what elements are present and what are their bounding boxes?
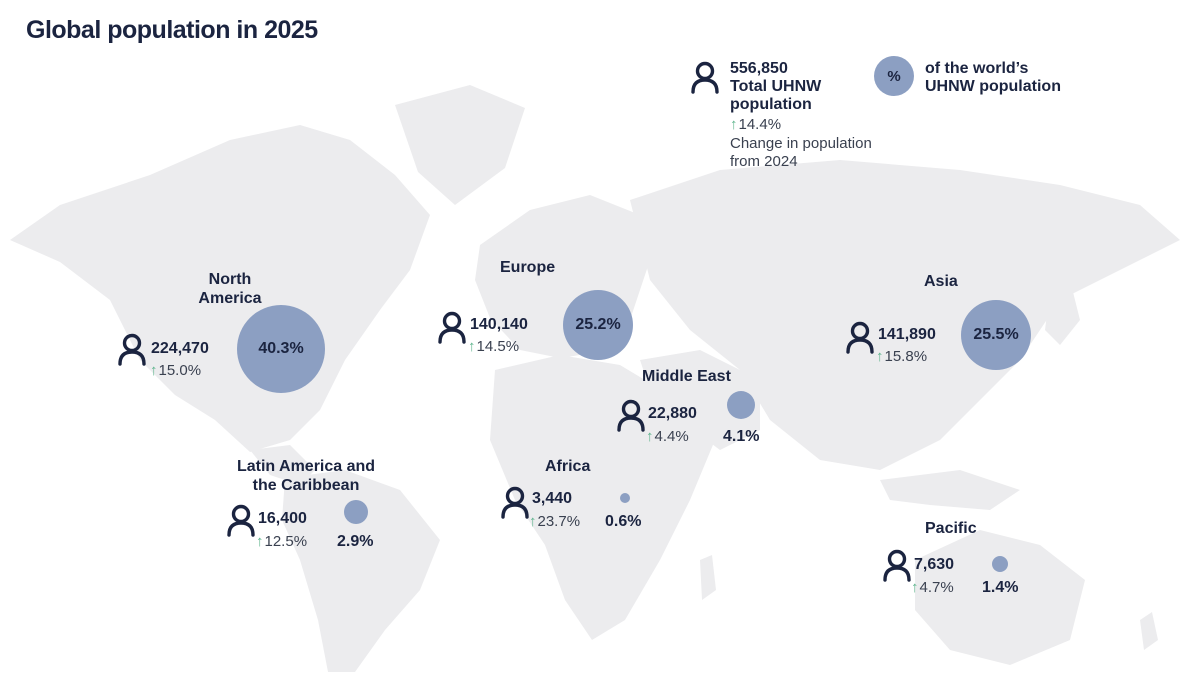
- asia-change: ↑15.8%: [876, 348, 927, 365]
- europe-count: 140,140: [470, 316, 528, 333]
- landmass-middle-east: [640, 350, 760, 450]
- arrow-up-icon: ↑: [256, 533, 264, 550]
- latin-america-count: 16,400: [258, 510, 307, 527]
- north-america-change-value: 15.0%: [158, 362, 202, 379]
- region-name-line-2: America: [198, 290, 262, 307]
- legend-total-label-2: population: [730, 96, 812, 113]
- region-name-latin-america: Latin America and the Caribbean: [230, 457, 382, 495]
- africa-change-value: 23.7%: [537, 513, 581, 530]
- landmass-madagascar: [700, 555, 716, 600]
- pacific-count: 7,630: [914, 556, 955, 573]
- arrow-up-icon: ↑: [730, 116, 738, 133]
- region-name-africa: Africa: [545, 458, 591, 475]
- arrow-up-icon: ↑: [876, 348, 884, 365]
- landmass-africa: [490, 355, 715, 640]
- person-outline-icon: [437, 310, 467, 344]
- middle-east-count: 22,880: [648, 405, 697, 422]
- page-title: Global population in 2025: [26, 16, 318, 44]
- landmass-central-america: [250, 445, 315, 485]
- region-name-north-america: North America: [190, 270, 270, 308]
- middle-east-share-bubble: [727, 391, 755, 419]
- legend-share-label-2: UHNW population: [925, 78, 1061, 95]
- legend-change-label-2: from 2024: [730, 153, 798, 170]
- person-outline-icon: [226, 503, 256, 537]
- region-name-pacific: Pacific: [925, 520, 977, 537]
- region-name-middle-east: Middle East: [642, 368, 731, 385]
- legend-change-value: 14.4%: [738, 116, 782, 133]
- person-outline-icon: [882, 548, 912, 582]
- region-name-europe: Europe: [500, 259, 556, 276]
- europe-change: ↑14.5%: [468, 338, 519, 355]
- region-name-line-1: North: [208, 271, 252, 288]
- europe-share-bubble: 25.2%: [563, 290, 633, 360]
- north-america-share-bubble: 40.3%: [237, 305, 325, 393]
- middle-east-change: ↑4.4%: [646, 428, 689, 445]
- person-outline-icon: [500, 485, 530, 519]
- arrow-up-icon: ↑: [529, 513, 537, 530]
- landmass-japan: [1045, 280, 1080, 345]
- latin-america-change-value: 12.5%: [264, 533, 308, 550]
- pacific-change: ↑4.7%: [911, 579, 954, 596]
- person-outline-icon: [616, 398, 646, 432]
- arrow-up-icon: ↑: [150, 362, 158, 379]
- legend-total-label-1: Total UHNW: [730, 78, 822, 95]
- legend-total-value: 556,850: [730, 60, 788, 77]
- landmass-north-america: [10, 125, 430, 452]
- arrow-up-icon: ↑: [468, 338, 476, 355]
- pacific-share: 1.4%: [982, 579, 1019, 596]
- asia-change-value: 15.8%: [884, 348, 928, 365]
- landmass-australia: [915, 530, 1085, 665]
- latin-america-share: 2.9%: [337, 533, 374, 550]
- person-outline-icon: [690, 60, 720, 94]
- middle-east-change-value: 4.4%: [654, 428, 689, 445]
- region-name-line-1: Latin America and: [236, 458, 376, 475]
- africa-share: 0.6%: [605, 513, 642, 530]
- north-america-change: ↑15.0%: [150, 362, 201, 379]
- region-name-asia: Asia: [924, 273, 958, 290]
- landmass-southeast-asia: [880, 470, 1020, 510]
- asia-count: 141,890: [878, 326, 936, 343]
- person-outline-icon: [117, 332, 147, 366]
- arrow-up-icon: ↑: [646, 428, 654, 445]
- latin-america-change: ↑12.5%: [256, 533, 307, 550]
- person-outline-icon: [845, 320, 875, 354]
- legend-share-label-1: of the world’s: [925, 60, 1029, 77]
- landmass-south-america: [282, 470, 440, 672]
- north-america-count: 224,470: [151, 340, 209, 357]
- legend-change-label-1: Change in population: [730, 135, 872, 152]
- landmass-greenland: [395, 85, 525, 205]
- region-name-line-2: the Caribbean: [252, 477, 360, 494]
- asia-share-bubble: 25.5%: [961, 300, 1031, 370]
- latin-america-share-bubble: [344, 500, 368, 524]
- landmass-asia: [630, 160, 1180, 470]
- pacific-share-bubble: [992, 556, 1008, 572]
- arrow-up-icon: ↑: [911, 579, 919, 596]
- legend-change: ↑14.4%: [730, 116, 781, 133]
- landmass-new-zealand: [1140, 612, 1158, 650]
- europe-change-value: 14.5%: [476, 338, 520, 355]
- pacific-change-value: 4.7%: [919, 579, 954, 596]
- middle-east-share: 4.1%: [723, 428, 760, 445]
- africa-count: 3,440: [532, 490, 573, 507]
- africa-change: ↑23.7%: [529, 513, 580, 530]
- africa-share-bubble: [620, 493, 630, 503]
- legend-bubble: %: [874, 56, 914, 96]
